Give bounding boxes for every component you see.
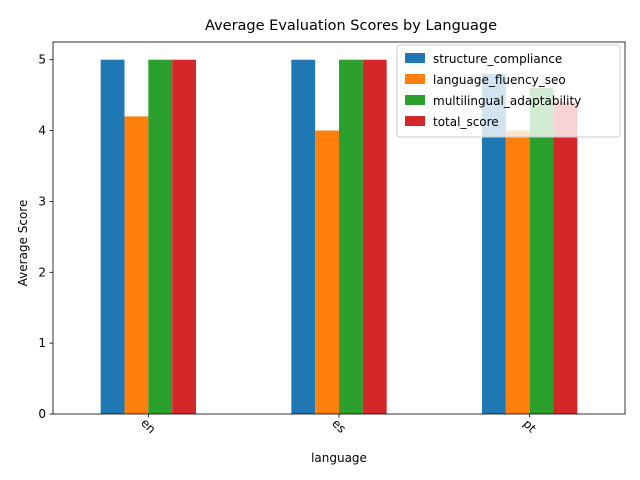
- y-tick-label: 4: [38, 124, 46, 138]
- bar-total_score-en: [172, 59, 196, 414]
- bar-multilingual_adaptability-pt: [529, 88, 554, 415]
- bar-multilingual_adaptability-en: [148, 59, 173, 414]
- y-tick-label: 0: [38, 407, 46, 421]
- chart-title: Average Evaluation Scores by Language: [205, 18, 497, 34]
- bar-language_fluency_seo-en: [124, 116, 149, 415]
- legend-entry: language_fluency_seo: [433, 73, 566, 87]
- bar-multilingual_adaptability-es: [339, 59, 363, 414]
- y-tick-label: 3: [38, 194, 46, 208]
- legend-box: [396, 44, 621, 138]
- legend-entry: structure_compliance: [433, 52, 562, 66]
- bar-language_fluency_seo-es: [315, 130, 339, 415]
- plot-area: [100, 59, 578, 415]
- y-axis-label: Average Score: [16, 200, 30, 287]
- bar-structure_compliance-en: [100, 59, 125, 414]
- x-tick-label: es: [329, 416, 349, 436]
- bar-total_score-es: [362, 59, 387, 414]
- x-tick-label: pt: [520, 417, 539, 436]
- x-tick-label: en: [138, 416, 159, 437]
- bar-total_score-pt: [553, 102, 578, 414]
- y-tick-label: 1: [38, 336, 46, 350]
- x-axis-label: language: [311, 451, 367, 465]
- legend-entry: multilingual_adaptability: [433, 94, 581, 108]
- y-tick-label: 5: [38, 53, 46, 67]
- legend: structure_compliance language_fluency_seo…: [396, 44, 621, 138]
- legend-swatch: [405, 95, 425, 105]
- bar-structure_compliance-pt: [482, 73, 506, 414]
- legend-swatch: [405, 74, 425, 84]
- legend-entry: total_score: [433, 115, 499, 129]
- axes: 0 1 2 3 4 5 en es pt: [38, 41, 626, 437]
- y-tick-label: 2: [38, 265, 46, 279]
- legend-swatch: [405, 53, 425, 63]
- legend-swatch: [405, 116, 425, 126]
- bar-language_fluency_seo-pt: [505, 130, 530, 415]
- bar-structure_compliance-es: [291, 59, 316, 414]
